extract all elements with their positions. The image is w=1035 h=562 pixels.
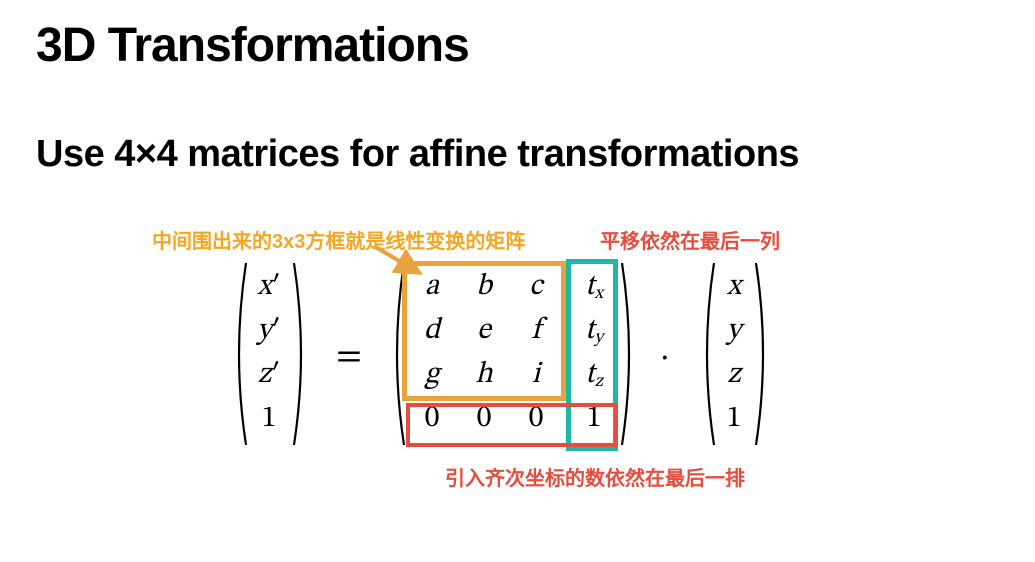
annotation-linear: 中间围出来的3x3方框就是线性变换的矩阵 [152,225,525,254]
input-vector: x y z 1 [714,265,754,441]
paren-input-right [754,261,772,447]
highlight-homogeneous-row [406,403,618,447]
cell-xprime: x′ [257,265,280,309]
cell-zprime: z′ [258,353,281,397]
equals-sign: = [336,335,362,380]
highlight-linear-3x3 [402,261,566,401]
annotation-translate: 平移依然在最后一列 [600,225,780,254]
arrow-linear [370,242,430,282]
cell-one: 1 [262,397,277,441]
page-title: 3D Transformations [36,18,999,73]
cell-yprime: y′ [257,309,280,353]
subtitle: Use 4×4 matrices for affine transformati… [36,133,999,176]
paren-matrix-right [620,261,638,447]
cell-y: y [727,309,742,353]
cell-x: x [727,265,741,309]
cell-1v: 1 [727,397,742,441]
cell-z: z [727,353,741,397]
result-vector: x′ y′ z′ 1 [246,265,292,441]
equation: x′ y′ z′ 1 = a d g 0 b e h 0 c f i [230,255,870,475]
paren-result-right [292,261,310,447]
dot-multiply: · [660,337,670,380]
